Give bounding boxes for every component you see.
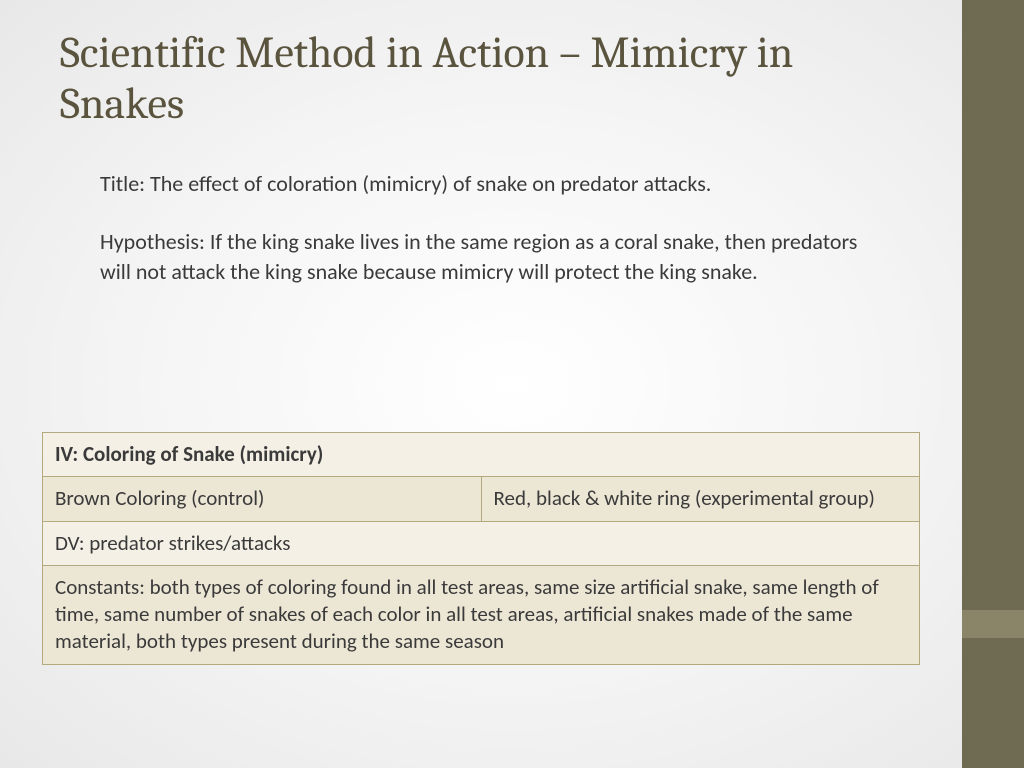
constants-cell: Constants: both types of coloring found … [43, 565, 920, 664]
dv-cell: DV: predator strikes/attacks [43, 521, 920, 565]
experiment-table: IV: Coloring of Snake (mimicry) Brown Co… [42, 432, 920, 665]
iv-header-cell: IV: Coloring of Snake (mimicry) [43, 433, 920, 477]
experimental-cell: Red, black & white ring (experimental gr… [481, 477, 920, 521]
decorative-side-band [962, 0, 1024, 768]
title-paragraph: Title: The effect of coloration (mimicry… [100, 169, 872, 199]
slide-content: Scientific Method in Action – Mimicry in… [0, 0, 962, 768]
decorative-side-accent [962, 610, 1024, 638]
slide-title: Scientific Method in Action – Mimicry in… [60, 28, 902, 129]
slide-body: Title: The effect of coloration (mimicry… [60, 169, 902, 286]
control-cell: Brown Coloring (control) [43, 477, 482, 521]
hypothesis-paragraph: Hypothesis: If the king snake lives in t… [100, 227, 872, 286]
